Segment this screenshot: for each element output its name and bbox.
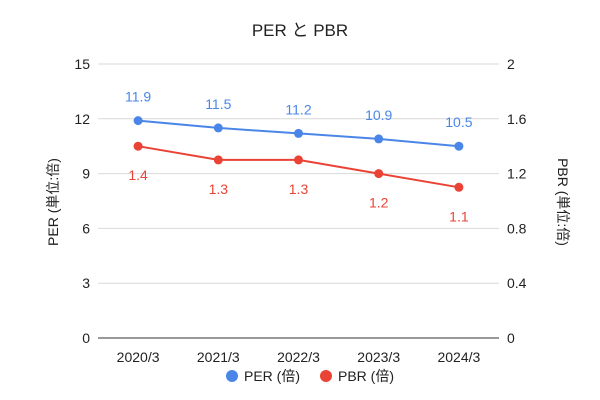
legend-marker xyxy=(226,370,238,382)
left-axis-label: PER (単位:倍) xyxy=(45,158,61,246)
x-axis-ticks: 2020/3 2021/3 2022/3 2023/3 2024/3 xyxy=(117,349,481,365)
data-label: 11.9 xyxy=(125,89,151,105)
data-point xyxy=(294,155,303,165)
right-tick-label: 2 xyxy=(507,56,515,72)
data-point xyxy=(374,169,384,179)
right-tick-label: 0 xyxy=(507,330,515,346)
data-point xyxy=(133,116,143,126)
right-tick-label: 1.2 xyxy=(507,166,527,182)
left-tick-label: 12 xyxy=(74,111,90,127)
data-label: 1.2 xyxy=(369,195,389,211)
legend-label: PER (倍) xyxy=(244,368,300,384)
legend: PER (倍) PBR (倍) xyxy=(226,368,394,384)
right-tick-label: 1.6 xyxy=(507,111,527,127)
data-point xyxy=(454,182,464,192)
data-point xyxy=(133,141,143,151)
x-tick-label: 2022/3 xyxy=(277,349,320,365)
data-point xyxy=(213,123,223,133)
data-label: 10.5 xyxy=(445,114,472,130)
left-tick-label: 15 xyxy=(74,56,90,72)
x-tick-label: 2021/3 xyxy=(197,349,240,365)
legend-label: PBR (倍) xyxy=(338,368,394,384)
x-tick-label: 2020/3 xyxy=(117,349,160,365)
data-label: 1.4 xyxy=(128,167,148,183)
data-point xyxy=(213,155,223,165)
data-label: 1.3 xyxy=(209,181,229,197)
chart-title: PER と PBR xyxy=(252,21,348,40)
data-label: 1.3 xyxy=(289,181,309,197)
data-label: 1.1 xyxy=(449,208,469,224)
legend-marker xyxy=(320,370,332,382)
data-point xyxy=(374,134,384,144)
data-point xyxy=(454,141,464,151)
left-tick-label: 0 xyxy=(82,330,90,346)
left-tick-label: 3 xyxy=(82,275,90,291)
data-label: 10.9 xyxy=(365,107,392,123)
left-tick-label: 6 xyxy=(82,220,90,236)
left-tick-label: 9 xyxy=(82,166,90,182)
series: 11.9 11.5 11.2 10.9 10.5 1.4 1.3 1.3 1.2 1.1 xyxy=(125,89,473,225)
data-label: 11.2 xyxy=(285,101,311,117)
right-axis-ticks: 0 0.4 0.8 1.2 1.6 2 xyxy=(507,56,527,346)
data-label: 11.5 xyxy=(205,96,231,112)
right-axis-label: PBR (単位:倍) xyxy=(555,158,571,246)
x-tick-label: 2023/3 xyxy=(357,349,400,365)
right-tick-label: 0.8 xyxy=(507,220,527,236)
gridlines xyxy=(98,63,499,339)
x-tick-label: 2024/3 xyxy=(437,349,480,365)
data-point xyxy=(294,128,303,138)
right-tick-label: 0.4 xyxy=(507,275,527,291)
left-axis-ticks: 0 3 6 9 12 15 xyxy=(74,56,90,346)
